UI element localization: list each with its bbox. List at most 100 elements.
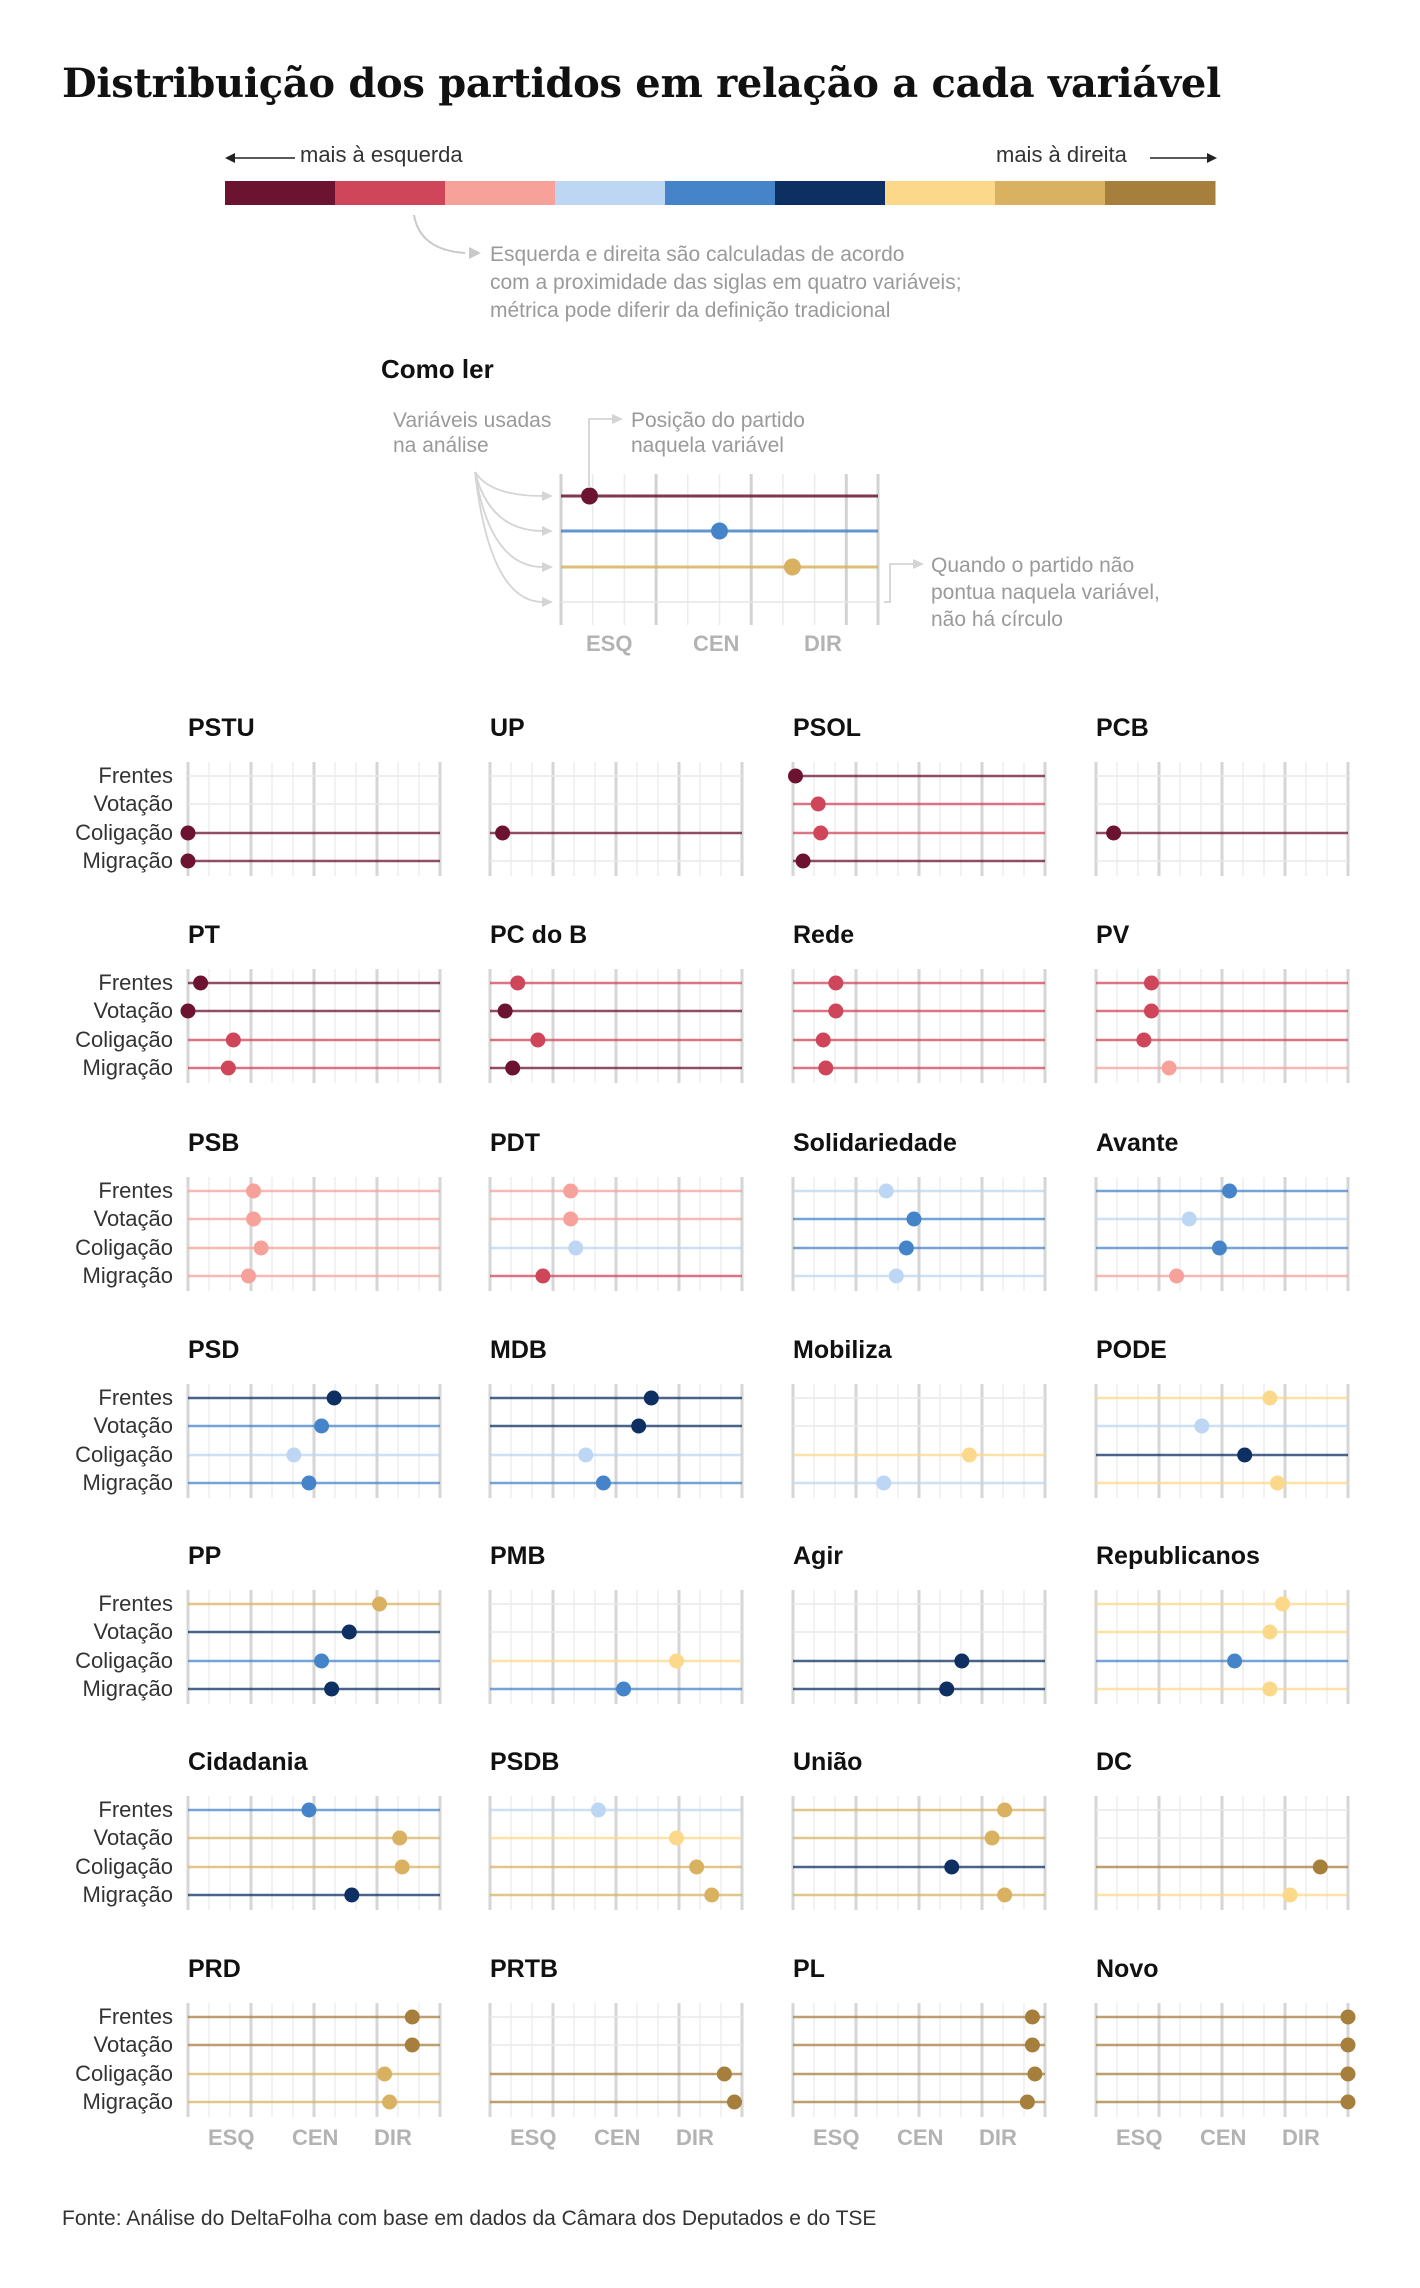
missing-note-line-3: não há círculo [931, 608, 1063, 631]
data-point [225, 1032, 241, 1048]
party-name: PRTB [490, 1955, 559, 1983]
data-point [815, 1032, 831, 1048]
variable-label: Migração [82, 2089, 173, 2114]
variable-label: Coligação [75, 1442, 173, 1467]
data-point [1269, 1475, 1285, 1491]
data-point [301, 1475, 317, 1491]
dot-plot [1094, 762, 1350, 876]
data-point [813, 825, 829, 841]
data-point [1262, 1390, 1278, 1406]
data-point [314, 1418, 330, 1434]
scale-segment-7 [885, 181, 996, 205]
data-point [392, 1830, 408, 1846]
party-name: PL [793, 1955, 825, 1983]
dot-plot [791, 1177, 1047, 1291]
data-point [906, 1211, 922, 1227]
scale-segment-9 [1105, 181, 1216, 205]
variable-label: Votação [93, 1206, 173, 1231]
scale-left-label: mais à esquerda [300, 142, 463, 167]
data-point [984, 1830, 1000, 1846]
party-panel: PSTU Frentes Votação Coligação Migração [75, 714, 488, 914]
color-scale [225, 153, 1217, 259]
party-name: UP [490, 714, 525, 742]
data-point [1282, 1887, 1298, 1903]
data-point [326, 1390, 342, 1406]
party-panel: PT Frentes Votação Coligação Migração [75, 921, 488, 1121]
data-point [510, 975, 526, 991]
data-point [1169, 1268, 1185, 1284]
data-point [876, 1475, 892, 1491]
dot-plot [186, 1590, 442, 1704]
howto-connector-arrow-icon [542, 526, 553, 536]
party-name: PRD [188, 1955, 241, 1983]
data-point [1027, 2066, 1043, 2082]
data-point [1340, 2009, 1356, 2025]
data-point [301, 1802, 317, 1818]
party-panel: Avante [1094, 1129, 1396, 1329]
howto-connector-arrow-icon [542, 562, 553, 572]
dot-plot [1094, 1590, 1350, 1704]
party-panel: PMB [488, 1542, 790, 1742]
dot-plot [1094, 1796, 1350, 1910]
data-point [404, 2009, 420, 2025]
howto-axis-label-dir: DIR [804, 631, 842, 656]
data-point [495, 825, 511, 841]
howto-dot [783, 558, 801, 576]
data-point [1194, 1418, 1210, 1434]
axis-label: CEN [897, 2125, 944, 2150]
data-point [246, 1211, 262, 1227]
party-panel: Novo ESQ CEN DIR [1094, 1955, 1396, 2155]
data-point [1024, 2009, 1040, 2025]
chart-title: Distribuição dos partidos em relação a c… [62, 60, 1221, 107]
party-panel: PRTB ESQ CEN DIR [488, 1955, 790, 2155]
data-point [1262, 1624, 1278, 1640]
position-note-line-2: naquela variável [631, 434, 784, 457]
scale-note-line-3: métrica pode diferir da definição tradic… [490, 299, 891, 322]
howto-dot [581, 487, 599, 505]
data-point [898, 1240, 914, 1256]
axis-label: ESQ [1116, 2125, 1163, 2150]
party-name: Cidadania [188, 1748, 308, 1776]
data-point [497, 1003, 513, 1019]
data-point [568, 1240, 584, 1256]
data-point [1143, 975, 1159, 991]
data-point [788, 768, 804, 784]
missing-connector-arrow-icon [913, 559, 924, 569]
data-point [961, 1447, 977, 1463]
dot-plot [1094, 1384, 1350, 1498]
data-point [668, 1653, 684, 1669]
axis-label: ESQ [813, 2125, 860, 2150]
variable-label: Frentes [98, 1178, 173, 1203]
missing-note-line-1: Quando o partido não [931, 554, 1135, 577]
data-point [193, 975, 209, 991]
scale-note-arrow-icon [469, 247, 481, 259]
data-point [578, 1447, 594, 1463]
data-point [1136, 1032, 1152, 1048]
data-point [341, 1624, 357, 1640]
party-name: PMB [490, 1542, 546, 1570]
party-panel: MDB [488, 1336, 790, 1536]
party-panel: PV [1094, 921, 1396, 1121]
dot-plot [488, 2003, 744, 2117]
variable-label: Votação [93, 791, 173, 816]
data-point [1161, 1060, 1177, 1076]
howto-connector-arrow-icon [542, 597, 553, 607]
dot-plot [791, 1590, 1047, 1704]
howto-axis-label-esq: ESQ [586, 631, 633, 656]
data-point [616, 1681, 632, 1697]
data-point [1181, 1211, 1197, 1227]
data-point [997, 1802, 1013, 1818]
scale-segment-2 [335, 181, 446, 205]
data-point [1019, 2094, 1035, 2110]
variable-label: Migração [82, 1055, 173, 1080]
party-panel: PC do B [488, 921, 790, 1121]
howto-axis-label-cen: CEN [693, 631, 740, 656]
data-point [595, 1475, 611, 1491]
scale-segment-8 [995, 181, 1106, 205]
variables-note-line-1: Variáveis usadas [393, 409, 552, 432]
axis-label: DIR [676, 2125, 714, 2150]
dot-plot [1094, 2003, 1356, 2117]
axis-label: CEN [292, 2125, 339, 2150]
howto-variable-connector [474, 471, 544, 568]
missing-note-line-2: pontua naquela variável, [931, 581, 1160, 604]
